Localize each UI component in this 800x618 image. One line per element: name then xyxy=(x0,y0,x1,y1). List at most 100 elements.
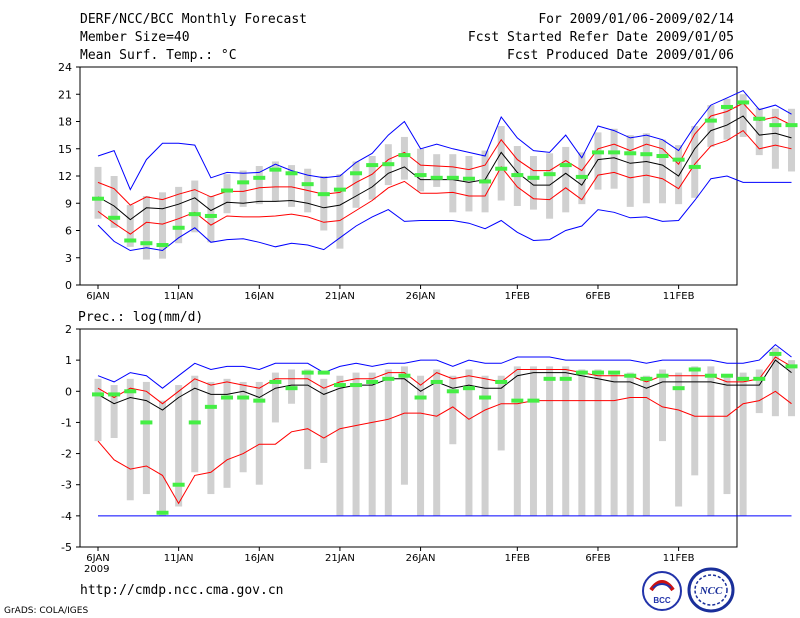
series-max-line xyxy=(97,343,792,389)
spread-box xyxy=(610,128,618,189)
spread-box xyxy=(384,369,392,516)
spread-box xyxy=(658,139,666,204)
median-marker xyxy=(640,152,653,157)
series-mean-line xyxy=(97,359,792,411)
series-mean-line xyxy=(97,115,792,221)
temperature-chart: 0 3 6 9 12 15 18 21 24 6JAN 11JAN 16JAN 21JAN 26JAN 1F… xyxy=(58,61,798,300)
spread-box xyxy=(191,180,199,233)
median-marker xyxy=(317,192,330,197)
median-marker xyxy=(285,171,298,176)
spread-box xyxy=(110,385,118,438)
median-marker xyxy=(656,373,669,378)
spread-box xyxy=(159,192,167,259)
x-tick-label: 11FEB xyxy=(663,553,695,564)
spread-box xyxy=(368,372,376,516)
spread-box xyxy=(529,366,537,516)
y-tick-label: -1 xyxy=(61,416,72,429)
spread-box xyxy=(675,145,683,205)
median-marker xyxy=(124,238,137,243)
spread-box xyxy=(481,375,489,516)
spread-box xyxy=(642,375,650,516)
median-marker xyxy=(543,376,556,381)
spread-box xyxy=(788,360,796,417)
median-marker xyxy=(382,376,395,381)
median-marker xyxy=(333,187,346,192)
median-marker xyxy=(253,175,266,180)
forecast-title: DERF/NCC/BCC Monthly Forecast xyxy=(80,12,307,27)
spread-box xyxy=(352,372,360,516)
median-marker xyxy=(737,100,750,105)
spread-box xyxy=(771,108,779,169)
median-marker xyxy=(414,173,427,178)
spread-box xyxy=(755,369,763,414)
series-spread_upper-line xyxy=(97,356,792,405)
median-marker xyxy=(269,167,282,172)
spread-box xyxy=(546,153,554,219)
spread-box xyxy=(449,375,457,445)
y-tick-label: 12 xyxy=(58,170,72,183)
spread-box xyxy=(675,372,683,507)
variable-label: Mean Surf. Temp.: °C xyxy=(80,48,237,63)
spread-box xyxy=(126,205,134,247)
median-marker xyxy=(753,376,766,381)
x-tick-label: 26JAN xyxy=(406,291,436,300)
spread-box xyxy=(400,136,408,180)
median-marker xyxy=(672,157,685,162)
spread-box xyxy=(142,381,150,495)
source-url[interactable]: http://cmdp.ncc.cma.gov.cn xyxy=(80,583,284,598)
spread-box xyxy=(739,372,747,516)
spread-box xyxy=(771,347,779,417)
spread-box xyxy=(207,195,215,243)
median-marker xyxy=(124,389,137,394)
x-tick-label: 11JAN xyxy=(164,291,194,300)
x-tick-label: 6JAN xyxy=(86,553,109,564)
spread-box xyxy=(94,166,102,219)
x-tick-label: 16JAN xyxy=(244,553,274,564)
median-marker xyxy=(350,171,363,176)
median-marker xyxy=(172,225,185,230)
median-marker xyxy=(430,379,443,384)
median-marker xyxy=(269,379,282,384)
spread-box xyxy=(562,366,570,516)
median-marker xyxy=(479,395,492,400)
y-tick-label: -2 xyxy=(61,448,72,461)
spread-box xyxy=(368,156,376,200)
median-marker xyxy=(462,386,475,391)
median-marker xyxy=(608,150,621,155)
median-marker xyxy=(237,395,250,400)
median-marker xyxy=(172,482,185,487)
median-marker xyxy=(301,182,314,187)
median-marker xyxy=(575,370,588,375)
median-marker xyxy=(237,180,250,185)
spread-box xyxy=(723,375,731,495)
median-marker xyxy=(721,373,733,378)
y-tick-label: 9 xyxy=(65,197,72,210)
median-marker xyxy=(221,395,234,400)
series-min-line xyxy=(97,175,792,252)
x-tick-label: 1FEB xyxy=(505,291,530,300)
spread-box xyxy=(788,108,796,172)
forecast-started: Fcst Started Refer Date 2009/01/05 xyxy=(467,30,734,45)
median-marker xyxy=(333,383,346,388)
median-marker xyxy=(398,153,411,158)
median-marker xyxy=(511,398,524,403)
member-size: Member Size=40 xyxy=(80,30,190,45)
spread-box xyxy=(449,154,457,213)
spread-box xyxy=(94,378,102,442)
spread-box xyxy=(691,126,699,198)
median-marker xyxy=(753,116,766,121)
median-marker xyxy=(382,162,395,167)
y-tick-label: 1 xyxy=(65,354,72,367)
median-marker xyxy=(608,370,621,375)
spread-box xyxy=(707,105,715,147)
x-tick-label: 21JAN xyxy=(325,553,355,564)
median-marker xyxy=(285,386,298,391)
spread-box xyxy=(207,381,215,495)
ncc-logo: NCC xyxy=(687,567,735,613)
x-tick-label: 26JAN xyxy=(406,553,436,564)
spread-box xyxy=(175,186,183,244)
precip-label: Prec.: log(mm/d) xyxy=(78,310,204,325)
grads-credit: GrADS: COLA/IGES xyxy=(4,606,89,616)
median-marker xyxy=(188,212,201,217)
median-marker xyxy=(559,376,572,381)
